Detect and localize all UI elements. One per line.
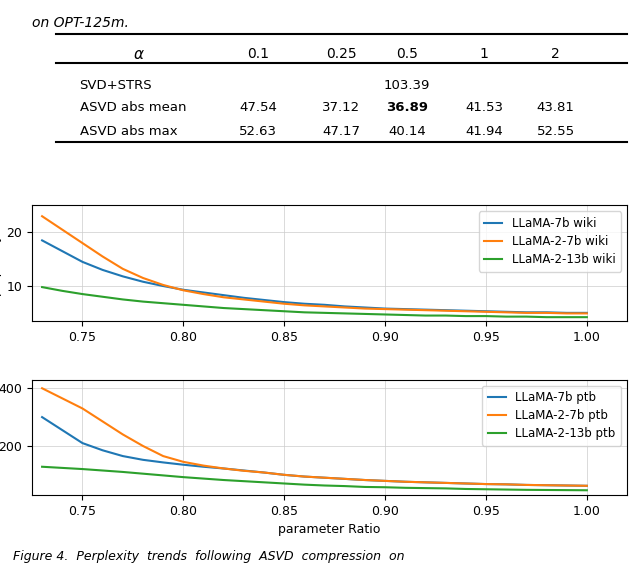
Text: 52.55: 52.55 bbox=[537, 125, 575, 138]
Text: 41.53: 41.53 bbox=[465, 101, 503, 114]
Text: Figure 4.  Perplexity  trends  following  ASVD  compression  on: Figure 4. Perplexity trends following AS… bbox=[13, 550, 404, 563]
Text: 0.25: 0.25 bbox=[326, 47, 357, 61]
Text: 43.81: 43.81 bbox=[537, 101, 575, 114]
X-axis label: parameter Ratio: parameter Ratio bbox=[278, 523, 381, 537]
Text: 2: 2 bbox=[552, 47, 560, 61]
Text: on OPT-125m.: on OPT-125m. bbox=[32, 16, 129, 30]
Text: 52.63: 52.63 bbox=[239, 125, 277, 138]
Text: 0.5: 0.5 bbox=[396, 47, 418, 61]
Text: 36.89: 36.89 bbox=[386, 101, 428, 114]
Text: 1: 1 bbox=[480, 47, 489, 61]
Text: SVD+STRS: SVD+STRS bbox=[79, 79, 152, 92]
Text: 0.1: 0.1 bbox=[247, 47, 269, 61]
Text: 103.39: 103.39 bbox=[384, 79, 430, 92]
Text: 47.54: 47.54 bbox=[239, 101, 277, 114]
Text: 40.14: 40.14 bbox=[388, 125, 426, 138]
Text: ASVD abs mean: ASVD abs mean bbox=[79, 101, 186, 114]
Text: 41.94: 41.94 bbox=[465, 125, 503, 138]
Text: ASVD abs max: ASVD abs max bbox=[79, 125, 177, 138]
Text: 37.12: 37.12 bbox=[323, 101, 360, 114]
Legend: LLaMA-7b ptb, LLaMA-2-7b ptb, LLaMA-2-13b ptb: LLaMA-7b ptb, LLaMA-2-7b ptb, LLaMA-2-13… bbox=[482, 386, 621, 446]
Y-axis label: perplexity: perplexity bbox=[0, 232, 1, 295]
Legend: LLaMA-7b wiki, LLaMA-2-7b wiki, LLaMA-2-13b wiki: LLaMA-7b wiki, LLaMA-2-7b wiki, LLaMA-2-… bbox=[479, 212, 621, 271]
Text: $\alpha$: $\alpha$ bbox=[133, 47, 145, 63]
Text: 47.17: 47.17 bbox=[323, 125, 360, 138]
